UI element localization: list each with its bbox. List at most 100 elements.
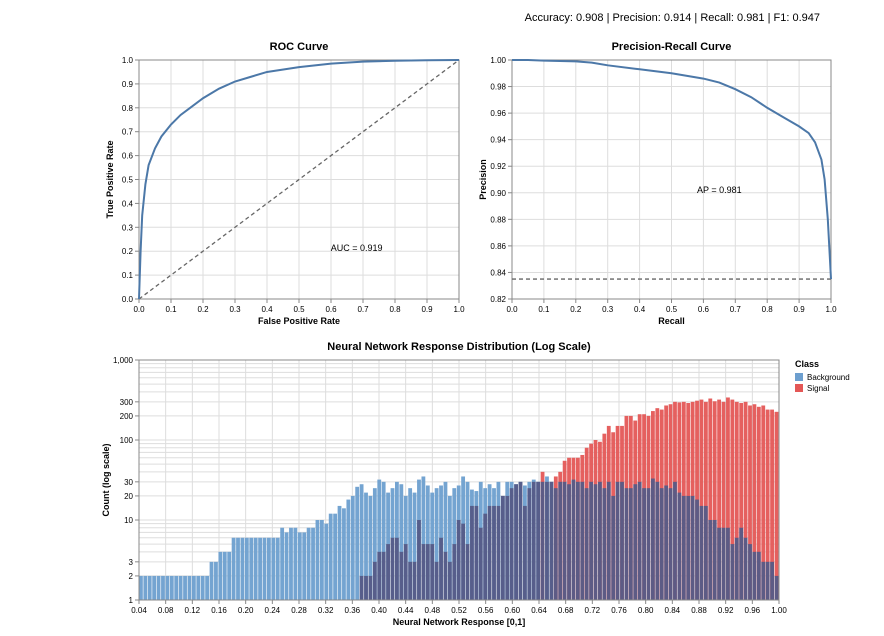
x-tick-label: 0.2: [570, 305, 582, 314]
overlap-bar: [739, 527, 744, 600]
overlap-bar: [765, 561, 770, 600]
background-bar: [152, 575, 157, 600]
overlap-bar: [699, 505, 704, 600]
overlap-bar: [478, 527, 483, 600]
overlap-bar: [430, 544, 435, 600]
background-bar: [262, 537, 267, 600]
y-tick-label: 0.6: [122, 152, 134, 161]
y-tick-label: 1: [129, 596, 134, 605]
signal-bar: [717, 399, 722, 600]
legend-label: Signal: [807, 384, 829, 393]
background-bar: [425, 485, 430, 600]
overlap-bar: [580, 481, 585, 600]
pr-chart: 0.0 0.1 0.2 0.3 0.4 0.5 0.6 0.7 0.8 0.9 1.0 0.82 0.8…: [478, 41, 837, 326]
background-bar: [258, 537, 262, 600]
x-tick-label: 0.6: [698, 305, 710, 314]
background-bar: [139, 575, 143, 600]
overlap-bar: [540, 481, 545, 600]
x-tick-label: 1.0: [825, 305, 837, 314]
x-tick-label: 0.96: [745, 606, 761, 615]
overlap-bar: [425, 544, 430, 600]
x-tick-label: 0.72: [585, 606, 601, 615]
signal-bar: [743, 401, 748, 600]
y-tick-label: 1.00: [490, 56, 506, 65]
legend-swatch: [795, 373, 803, 381]
background-bar: [311, 527, 315, 600]
signal-bar: [765, 409, 770, 600]
x-tick-label: 0.5: [293, 305, 305, 314]
background-bar: [231, 537, 236, 600]
overlap-bar: [536, 481, 541, 600]
overlap-bar: [558, 481, 563, 600]
x-tick-label: 1.00: [771, 606, 787, 615]
x-tick-label: 0.5: [666, 305, 678, 314]
x-tick-label: 0.1: [538, 305, 550, 314]
x-tick-label: 0.8: [762, 305, 774, 314]
background-bar: [280, 527, 285, 600]
signal-bar: [730, 399, 735, 600]
overlap-bar: [673, 481, 677, 600]
overlap-bar: [615, 481, 620, 600]
x-tick-label: 0.60: [505, 606, 521, 615]
x-axis-title: Neural Network Response [0,1]: [393, 617, 526, 627]
overlap-bar: [651, 478, 655, 600]
background-bar: [271, 537, 276, 600]
overlap-bar: [368, 575, 373, 600]
x-tick-label: 0.68: [558, 606, 574, 615]
overlap-bar: [531, 481, 536, 600]
background-bar: [359, 484, 364, 600]
overlap-bar: [743, 537, 748, 600]
overlap-bar: [417, 520, 421, 600]
background-bar: [289, 527, 293, 600]
overlap-bar: [770, 561, 774, 600]
overlap-bar: [443, 551, 448, 600]
background-bar: [350, 495, 355, 600]
overlap-bar: [593, 484, 598, 600]
x-tick-label: 0.4: [261, 305, 273, 314]
overlap-bar: [545, 481, 549, 600]
overlap-bar: [395, 537, 399, 600]
background-bar: [342, 508, 346, 600]
overlap-bar: [408, 561, 413, 600]
background-bar: [200, 575, 205, 600]
overlap-bar: [717, 527, 722, 600]
overlap-bar: [598, 481, 602, 600]
y-tick-label: 0.1: [122, 271, 134, 280]
signal-bar: [770, 409, 774, 600]
y-tick-label: 0.7: [122, 128, 134, 137]
y-tick-label: 0.96: [490, 109, 506, 118]
overlap-bar: [372, 561, 377, 600]
overlap-bar: [664, 485, 669, 600]
overlap-bar: [637, 481, 642, 600]
background-bar: [174, 575, 179, 600]
overlap-bar: [514, 484, 518, 600]
y-tick-label: 0.92: [490, 162, 506, 171]
y-tick-label: 10: [124, 516, 133, 525]
x-tick-label: 0.36: [345, 606, 361, 615]
x-tick-label: 0.9: [421, 305, 433, 314]
x-tick-label: 0.3: [229, 305, 241, 314]
overlap-bar: [756, 551, 761, 600]
y-tick-label: 0.4: [122, 199, 134, 208]
x-tick-label: 0.80: [638, 606, 654, 615]
signal-bar: [734, 401, 739, 600]
background-bar: [244, 537, 249, 600]
background-bar: [302, 532, 307, 600]
x-tick-label: 0.08: [158, 606, 174, 615]
overlap-bar: [452, 544, 457, 600]
x-tick-label: 0.2: [197, 305, 209, 314]
y-tick-label: 3: [129, 558, 134, 567]
y-tick-label: 1.0: [122, 56, 134, 65]
overlap-bar: [734, 537, 739, 600]
overlap-bar: [681, 495, 686, 600]
background-bar: [191, 575, 196, 600]
overlap-bar: [730, 544, 735, 600]
background-bar: [319, 520, 324, 600]
overlap-bar: [642, 488, 646, 600]
background-bar: [227, 551, 232, 600]
background-bar: [333, 513, 338, 600]
background-bar: [399, 484, 404, 600]
legend: Class Background Signal: [795, 359, 850, 393]
overlap-bar: [575, 481, 580, 600]
